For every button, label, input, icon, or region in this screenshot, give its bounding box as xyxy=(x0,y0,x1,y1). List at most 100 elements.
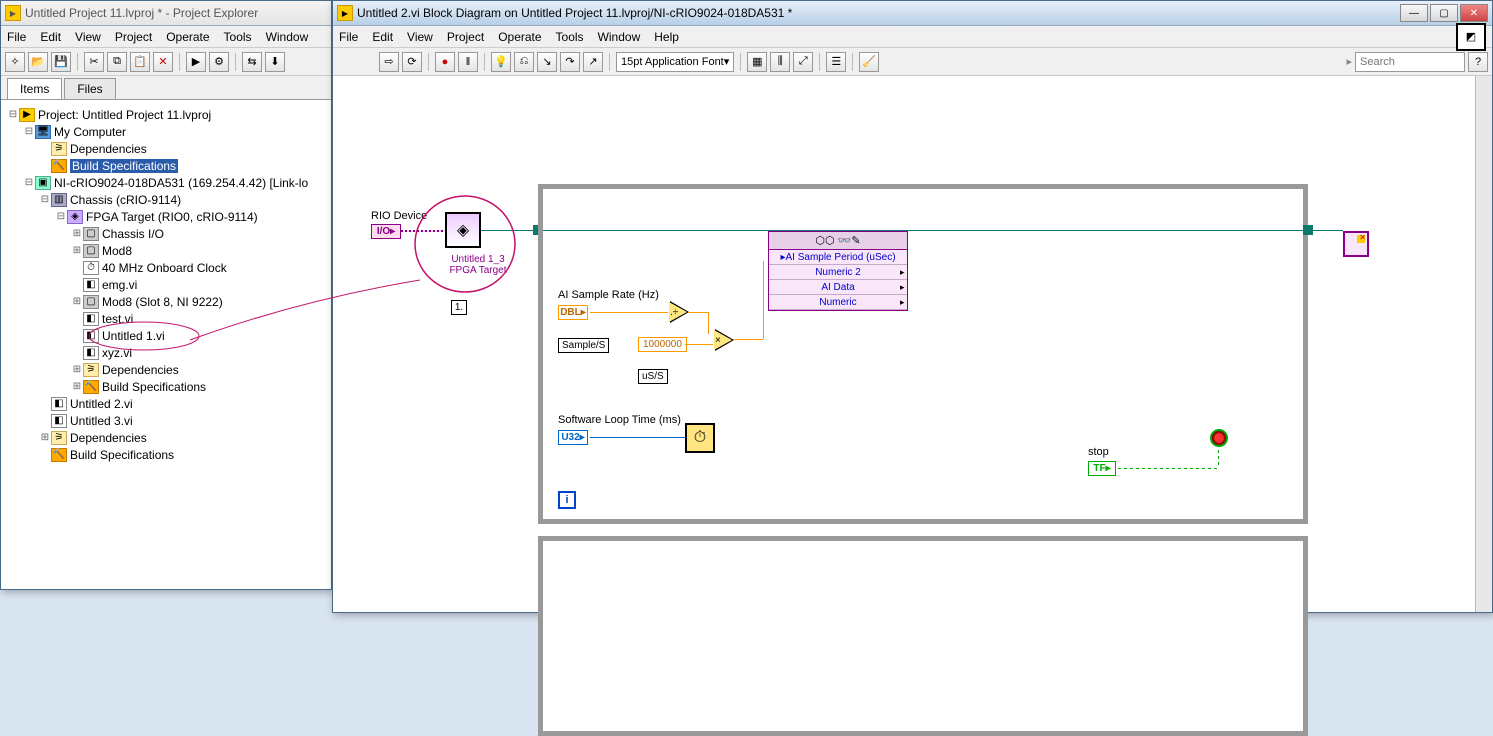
paste-icon[interactable]: 📋 xyxy=(130,52,150,72)
menu-view[interactable]: View xyxy=(407,30,433,44)
reorder-icon[interactable]: ☰ xyxy=(826,52,846,72)
const-1000000[interactable]: 1000000 xyxy=(638,337,687,352)
invoke-header: ⬡⬡ 👓✎ xyxy=(769,232,907,250)
resize-icon[interactable]: ⤢ xyxy=(793,52,813,72)
tree-deps3[interactable]: ⊞⚞Dependencies xyxy=(7,429,325,446)
tree-build2[interactable]: ⊞🔨Build Specifications xyxy=(7,378,325,395)
while-loop-2[interactable] xyxy=(538,536,1308,736)
menu-file[interactable]: File xyxy=(339,30,358,44)
invoke-row-aidata[interactable]: AI Data▸ xyxy=(769,280,907,295)
maximize-button[interactable]: ▢ xyxy=(1430,4,1458,22)
vertical-scrollbar[interactable] xyxy=(1475,76,1492,612)
step-out-icon[interactable]: ↗ xyxy=(583,52,603,72)
pause-icon[interactable]: ‖ xyxy=(458,52,478,72)
vi-icon-thumbnail[interactable]: ◩ xyxy=(1456,23,1486,51)
stop-control[interactable]: TF▸ xyxy=(1088,461,1116,476)
step-over-icon[interactable]: ↷ xyxy=(560,52,580,72)
tab-files[interactable]: Files xyxy=(64,78,115,99)
multiply-function[interactable]: × xyxy=(713,329,735,351)
project-tree[interactable]: ⊟▶Project: Untitled Project 11.lvproj ⊟🖥… xyxy=(1,100,331,589)
vi-icon: ◧ xyxy=(83,346,99,360)
tree-root[interactable]: ⊟▶Project: Untitled Project 11.lvproj xyxy=(7,106,325,123)
loop-iteration-terminal[interactable]: i xyxy=(558,491,576,509)
resolve-icon[interactable]: ⚙ xyxy=(209,52,229,72)
distribute-icon[interactable]: ⫼ xyxy=(770,52,790,72)
tree-build3[interactable]: 🔨Build Specifications xyxy=(7,446,325,463)
highlight-icon[interactable]: 💡 xyxy=(491,52,511,72)
menu-operate[interactable]: Operate xyxy=(166,30,209,44)
tree-mod8a[interactable]: ⊞▢Mod8 xyxy=(7,242,325,259)
tree-emg[interactable]: ◧emg.vi xyxy=(7,276,325,293)
menu-tools[interactable]: Tools xyxy=(224,30,252,44)
tree-untitled2[interactable]: ◧Untitled 2.vi xyxy=(7,395,325,412)
menu-edit[interactable]: Edit xyxy=(40,30,61,44)
invoke-row-num2[interactable]: Numeric 2▸ xyxy=(769,265,907,280)
tree-test[interactable]: ◧test.vi xyxy=(7,310,325,327)
menu-edit[interactable]: Edit xyxy=(372,30,393,44)
search-input[interactable] xyxy=(1355,52,1465,72)
tree-crio[interactable]: ⊟▣NI-cRIO9024-018DA531 (169.254.4.42) [L… xyxy=(7,174,325,191)
retain-icon[interactable]: ⎌ xyxy=(514,52,534,72)
run-icon[interactable]: ▶ xyxy=(186,52,206,72)
module-icon: ▢ xyxy=(83,244,99,258)
delete-icon[interactable]: ✕ xyxy=(153,52,173,72)
close-fpga-ref-subvi[interactable] xyxy=(1343,231,1369,257)
block-diagram-canvas[interactable]: RIO Device I/O▸ ◈ Untitled 1_3FPGA Targe… xyxy=(333,76,1475,612)
tree-fpga[interactable]: ⊟◈FPGA Target (RIO0, cRIO-9114) xyxy=(7,208,325,225)
while-loop[interactable]: AI Sample Rate (Hz) DBL▸ .÷ Sample/S 100… xyxy=(538,184,1308,524)
connect-icon[interactable]: ⇆ xyxy=(242,52,262,72)
tree-clock[interactable]: ⏱40 MHz Onboard Clock xyxy=(7,259,325,276)
block-titlebar[interactable]: ▶ Untitled 2.vi Block Diagram on Untitle… xyxy=(333,1,1492,26)
menu-window[interactable]: Window xyxy=(598,30,641,44)
deploy-icon[interactable]: ⬇ xyxy=(265,52,285,72)
tree-mycomputer[interactable]: ⊟🖥My Computer xyxy=(7,123,325,140)
wire-io-fpga xyxy=(401,230,445,232)
step-in-icon[interactable]: ↘ xyxy=(537,52,557,72)
ai-rate-control[interactable]: DBL▸ xyxy=(558,305,588,320)
menu-window[interactable]: Window xyxy=(266,30,309,44)
open-fpga-ref-subvi[interactable]: ◈ xyxy=(445,212,481,248)
tree-build1[interactable]: 🔨Build Specifications xyxy=(7,157,325,174)
loop-time-control[interactable]: U32▸ xyxy=(558,430,588,445)
abort-icon[interactable]: ● xyxy=(435,52,455,72)
new-icon[interactable]: ✧ xyxy=(5,52,25,72)
menu-operate[interactable]: Operate xyxy=(498,30,541,44)
cleanup-icon[interactable]: 🧹 xyxy=(859,52,879,72)
tree-untitled3[interactable]: ◧Untitled 3.vi xyxy=(7,412,325,429)
cut-icon[interactable]: ✂ xyxy=(84,52,104,72)
tree-deps2[interactable]: ⊞⚞Dependencies xyxy=(7,361,325,378)
loop-time-label: Software Loop Time (ms) xyxy=(558,414,681,426)
menu-file[interactable]: File xyxy=(7,30,26,44)
menu-project[interactable]: Project xyxy=(115,30,152,44)
tab-items[interactable]: Items xyxy=(7,78,62,99)
menu-tools[interactable]: Tools xyxy=(556,30,584,44)
align-icon[interactable]: ▦ xyxy=(747,52,767,72)
run-continuous-icon[interactable]: ⟳ xyxy=(402,52,422,72)
copy-icon[interactable]: ⧉ xyxy=(107,52,127,72)
divide-function[interactable]: .÷ xyxy=(668,301,690,323)
rio-device-control[interactable]: I/O▸ xyxy=(371,224,401,239)
tree-mod8b[interactable]: ⊞▢Mod8 (Slot 8, NI 9222) xyxy=(7,293,325,310)
save-icon[interactable]: 💾 xyxy=(51,52,71,72)
tree-xyz[interactable]: ◧xyz.vi xyxy=(7,344,325,361)
minimize-button[interactable]: — xyxy=(1400,4,1428,22)
vi-icon: ◧ xyxy=(51,397,67,411)
run-icon[interactable]: ⇨ xyxy=(379,52,399,72)
close-button[interactable]: ✕ xyxy=(1460,4,1488,22)
wait-ms-function[interactable]: ⏱ xyxy=(685,423,715,453)
loop-stop-terminal[interactable] xyxy=(1210,429,1228,447)
tree-chassisio[interactable]: ⊞▢Chassis I/O xyxy=(7,225,325,242)
tree-deps1[interactable]: ⚞Dependencies xyxy=(7,140,325,157)
font-selector[interactable]: 15pt Application Font ▾ xyxy=(616,52,734,72)
tree-chassis[interactable]: ⊟▥Chassis (cRIO-9114) xyxy=(7,191,325,208)
project-titlebar[interactable]: ▶ Untitled Project 11.lvproj * - Project… xyxy=(1,1,331,26)
tree-untitled1[interactable]: ◧Untitled 1.vi xyxy=(7,327,325,344)
invoke-row-num[interactable]: Numeric▸ xyxy=(769,295,907,310)
menu-project[interactable]: Project xyxy=(447,30,484,44)
invoke-row-period[interactable]: ▸AI Sample Period (uSec) xyxy=(769,250,907,265)
invoke-method-node[interactable]: ⬡⬡ 👓✎ ▸AI Sample Period (uSec) Numeric 2… xyxy=(768,231,908,311)
menu-help[interactable]: Help xyxy=(654,30,679,44)
open-icon[interactable]: 📂 xyxy=(28,52,48,72)
help-icon[interactable]: ? xyxy=(1468,52,1488,72)
menu-view[interactable]: View xyxy=(75,30,101,44)
